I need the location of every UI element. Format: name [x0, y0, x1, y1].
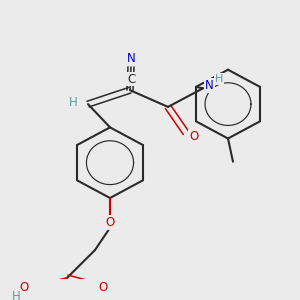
Text: O: O [105, 216, 115, 229]
Text: O: O [20, 281, 29, 294]
Text: N: N [205, 79, 214, 92]
Text: N: N [127, 52, 135, 65]
Text: H: H [69, 96, 78, 109]
Text: H: H [215, 74, 224, 84]
Text: C: C [127, 73, 135, 85]
Text: O: O [189, 130, 199, 143]
Text: H: H [12, 290, 21, 300]
Text: O: O [98, 281, 108, 294]
